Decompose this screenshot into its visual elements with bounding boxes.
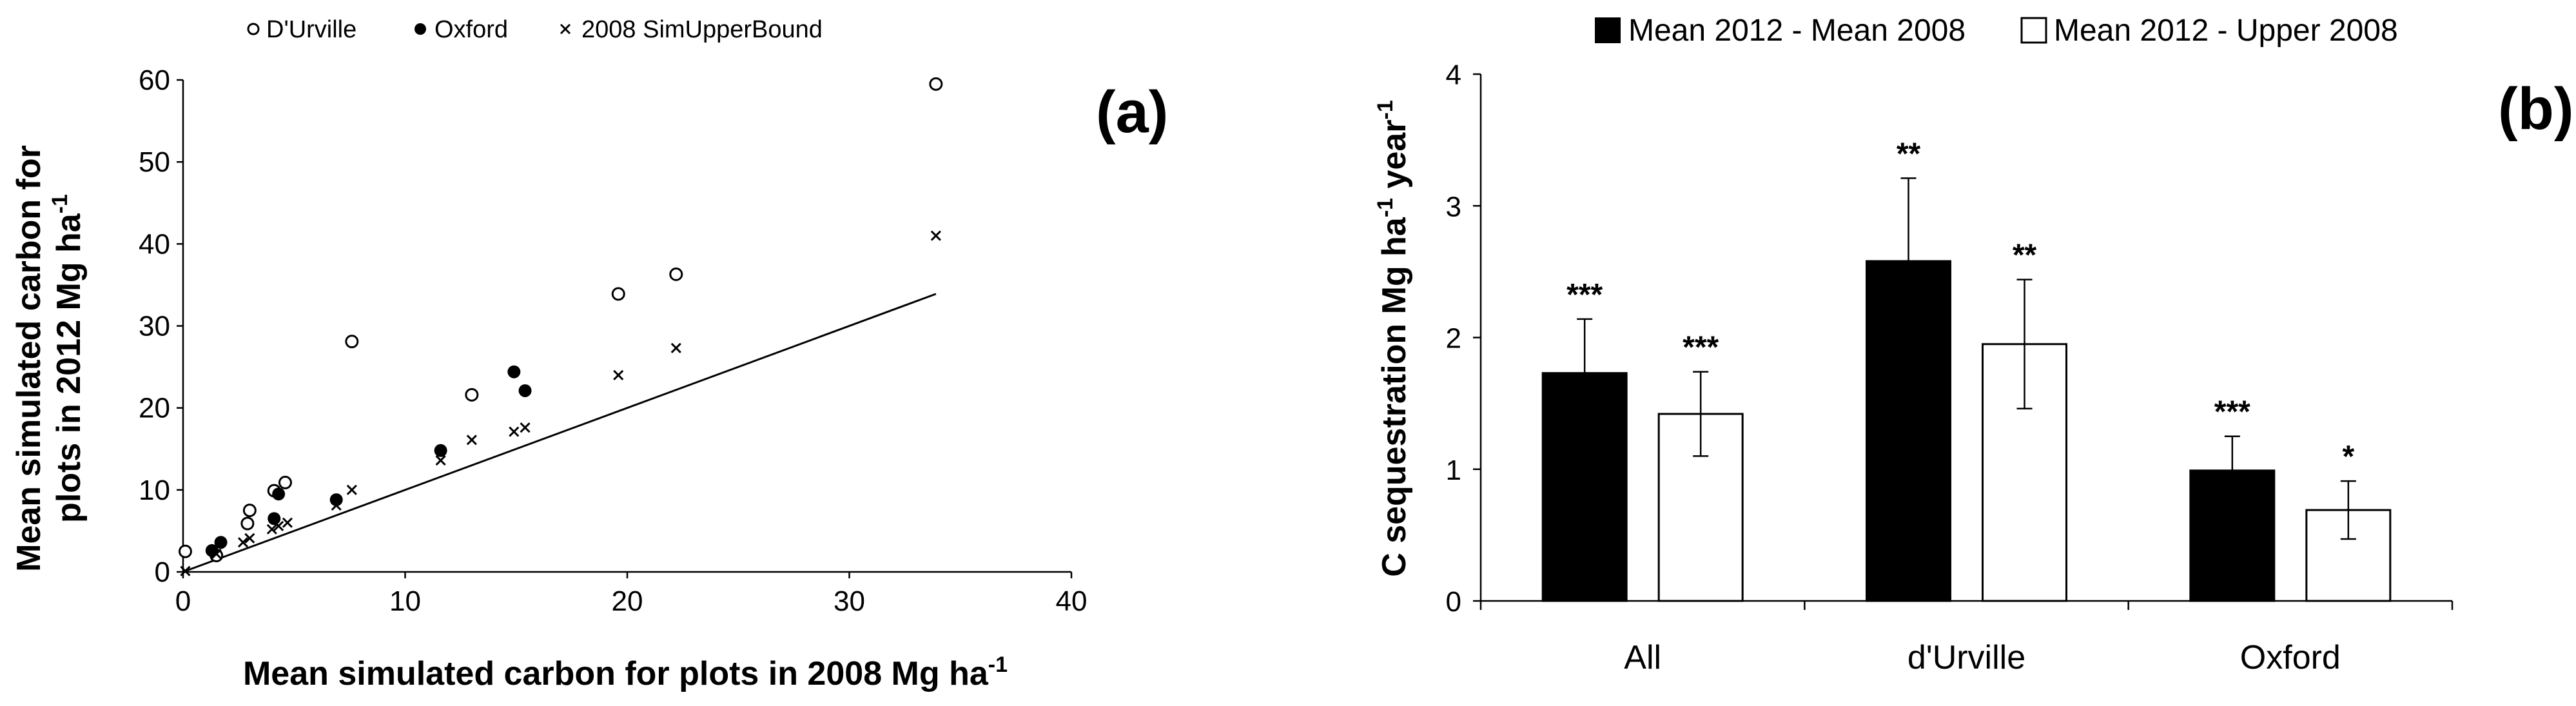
panel-a-y-tick-label: 60 bbox=[139, 64, 170, 96]
panel-a-y-axis-title: Mean simulated carbon for plots in 2012 … bbox=[10, 145, 88, 572]
panel-a-x-tick-label: 20 bbox=[612, 585, 643, 617]
panel-a-points bbox=[178, 77, 943, 576]
category-label-d-urville: d'Urville bbox=[1908, 639, 2025, 676]
panel-b-y-tick-label: 0 bbox=[1446, 586, 1461, 618]
point-2008-simupperbound bbox=[266, 524, 277, 534]
point-2008-simupperbound bbox=[244, 533, 255, 544]
category-label-oxford: Oxford bbox=[2240, 639, 2341, 676]
panel-a-y-tick-label: 0 bbox=[155, 556, 170, 588]
panel-a-ticks: 0 10 20 30 40 0 10 20 30 40 50 60 bbox=[139, 64, 1087, 617]
panel-a-y-tick-label: 20 bbox=[139, 393, 170, 424]
point-d-urville bbox=[611, 287, 625, 301]
panel-a-axes bbox=[182, 80, 1071, 573]
category-label-all: All bbox=[1624, 639, 1661, 676]
error-bar bbox=[1693, 371, 1709, 457]
point-2008-simupperbound bbox=[930, 230, 941, 241]
point-2008-simupperbound bbox=[346, 484, 357, 495]
significance-label: ** bbox=[2013, 239, 2037, 273]
point-oxford bbox=[268, 512, 281, 525]
panel-b-label: (b) bbox=[2498, 76, 2573, 142]
error-bar bbox=[2224, 435, 2240, 506]
error-bar bbox=[1900, 177, 1917, 345]
legend-mean-mean-swatch bbox=[1595, 17, 1621, 43]
panel-b-y-axis-title: C sequestration Mg ha-1 year-1 bbox=[1373, 100, 1413, 577]
panel-b-y-tick-label: 3 bbox=[1446, 191, 1461, 222]
point-d-urville bbox=[240, 516, 255, 531]
panel-b-bar: Mean 2012 - Mean 2008 Mean 2012 - Upper … bbox=[1373, 14, 2573, 676]
point-2008-simupperbound bbox=[435, 455, 446, 466]
series-2008-simupperbound bbox=[180, 230, 941, 576]
error-bar bbox=[1577, 318, 1593, 428]
panel-a-x-tick-label: 10 bbox=[389, 585, 421, 617]
error-bar bbox=[2340, 480, 2356, 540]
legend-upperbound-label: 2008 SimUpperBound bbox=[581, 16, 823, 43]
panel-b-y-tick-label: 4 bbox=[1446, 59, 1461, 91]
panel-a-reference-line bbox=[182, 293, 937, 573]
significance-label: *** bbox=[1683, 331, 1719, 365]
significance-label: *** bbox=[2214, 395, 2250, 429]
point-oxford bbox=[214, 536, 228, 549]
point-2008-simupperbound bbox=[613, 369, 624, 380]
panel-b-category-labels: All d'Urville Oxford bbox=[1624, 639, 2341, 676]
point-2008-simupperbound bbox=[273, 520, 284, 531]
point-d-urville bbox=[929, 77, 943, 91]
point-d-urville bbox=[669, 267, 683, 281]
series-mean-2012-upper-2008: ****** bbox=[1657, 239, 2392, 602]
point-d-urville bbox=[345, 335, 359, 349]
panel-a-scatter: D'Urville Oxford 2008 SimUpperBound (a) … bbox=[10, 16, 1168, 692]
panel-a-legend: D'Urville Oxford 2008 SimUpperBound bbox=[247, 16, 823, 43]
legend-oxford-label: Oxford bbox=[434, 16, 508, 43]
point-2008-simupperbound bbox=[211, 548, 222, 560]
panel-a-y-tick-label: 50 bbox=[139, 146, 170, 178]
one-to-one-line bbox=[182, 293, 937, 573]
panel-b-y-tick-label: 2 bbox=[1446, 323, 1461, 355]
point-oxford bbox=[434, 444, 447, 457]
panel-b-ticks: 0 1 2 3 4 bbox=[1446, 59, 2454, 618]
panel-a-label: (a) bbox=[1096, 79, 1168, 145]
point-oxford bbox=[507, 365, 521, 378]
point-2008-simupperbound bbox=[520, 422, 531, 433]
point-oxford bbox=[518, 384, 532, 397]
legend-durville-label: D'Urville bbox=[266, 16, 356, 43]
series-mean-2012-mean-2008: ******** bbox=[1541, 137, 2276, 602]
panel-a-y-tick-label: 30 bbox=[139, 311, 170, 342]
legend-mean-mean-label: Mean 2012 - Mean 2008 bbox=[1628, 14, 1966, 48]
panel-a-y-tick-label: 10 bbox=[139, 475, 170, 506]
svg-text:C sequestration Mg ha-1 year-1: C sequestration Mg ha-1 year-1 bbox=[1373, 100, 1413, 577]
panel-a-y-tick-label: 40 bbox=[139, 228, 170, 260]
significance-label: *** bbox=[1566, 278, 1603, 312]
point-2008-simupperbound bbox=[237, 537, 249, 548]
legend-oxford-marker bbox=[415, 23, 426, 35]
panel-b-bars: ************** bbox=[1541, 137, 2392, 602]
panel-a-x-tick-label: 30 bbox=[834, 585, 865, 617]
svg-text:Mean simulated carbon for: Mean simulated carbon for bbox=[10, 145, 48, 572]
panel-a-x-tick-label: 40 bbox=[1056, 585, 1088, 617]
point-2008-simupperbound bbox=[670, 342, 681, 353]
legend-upperbound-marker bbox=[560, 23, 571, 35]
svg-text:plots in 2012 Mg ha-1: plots in 2012 Mg ha-1 bbox=[48, 194, 88, 523]
series-d-urville bbox=[178, 77, 943, 563]
point-d-urville bbox=[278, 475, 292, 489]
point-2008-simupperbound bbox=[331, 500, 342, 511]
point-d-urville bbox=[178, 544, 192, 558]
point-2008-simupperbound bbox=[509, 426, 520, 437]
legend-durville-marker bbox=[247, 23, 260, 35]
legend-mean-upper-label: Mean 2012 - Upper 2008 bbox=[2054, 14, 2398, 48]
point-2008-simupperbound bbox=[180, 565, 191, 576]
legend-mean-upper-swatch bbox=[2020, 17, 2047, 44]
panel-a-x-axis-title: Mean simulated carbon for plots in 2008 … bbox=[243, 652, 1008, 692]
panel-a-x-tick-label: 0 bbox=[175, 585, 191, 617]
error-bar bbox=[2016, 279, 2033, 410]
significance-label: ** bbox=[1897, 137, 1921, 171]
point-oxford bbox=[272, 487, 286, 501]
point-d-urville bbox=[465, 387, 479, 402]
point-2008-simupperbound bbox=[282, 517, 293, 528]
panel-b-legend: Mean 2012 - Mean 2008 Mean 2012 - Upper … bbox=[1595, 14, 2398, 48]
point-2008-simupperbound bbox=[466, 435, 477, 446]
significance-label: * bbox=[2342, 440, 2354, 474]
point-d-urville bbox=[242, 504, 257, 518]
panel-b-y-tick-label: 1 bbox=[1446, 455, 1461, 486]
